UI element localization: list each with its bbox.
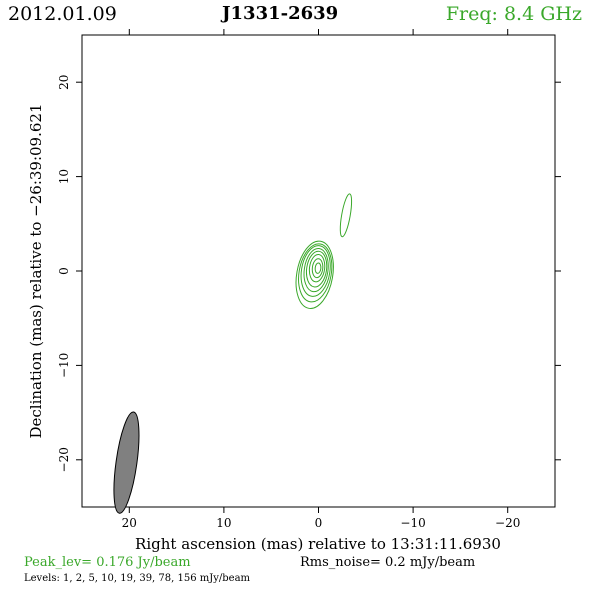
contour-level-5 (300, 245, 331, 297)
contour-group (295, 193, 353, 309)
x-tick-label: 0 (315, 516, 323, 530)
x-tick-label: 20 (122, 516, 137, 530)
contour-level-2 (298, 243, 333, 303)
rms-noise: Rms_noise= 0.2 mJy/beam (300, 555, 476, 570)
y-tick-label: −20 (57, 447, 71, 472)
contour-level-10 (303, 247, 329, 293)
contour-levels: Levels: 1, 2, 5, 10, 19, 39, 78, 156 mJy… (24, 573, 251, 584)
contour-level-19 (305, 250, 328, 288)
contour-level-78 (311, 258, 324, 279)
source-name: J1331-2639 (222, 3, 339, 24)
observation-date: 2012.01.09 (8, 3, 117, 25)
peak-level: Peak_lev= 0.176 Jy/beam (24, 555, 191, 570)
beam-ellipse (113, 411, 140, 514)
contour-level-156 (314, 262, 322, 274)
axis-ticks (76, 29, 561, 513)
y-tick-label: 20 (57, 75, 71, 90)
contour-level-1 (295, 240, 334, 309)
contour-level-39 (308, 254, 326, 283)
beam-group (113, 411, 140, 514)
y-axis-label: Declination (mas) relative to −26:39:09.… (27, 103, 45, 438)
plot-frame (81, 34, 556, 508)
frequency-label: Freq: 8.4 GHz (445, 3, 582, 25)
x-tick-label: −20 (495, 516, 520, 530)
x-tick-label: 10 (216, 516, 231, 530)
x-axis-label: Right ascension (mas) relative to 13:31:… (135, 535, 501, 553)
x-tick-label: −10 (400, 516, 425, 530)
y-tick-label: 10 (57, 169, 71, 184)
tick-labels: 20 10 0 −10 −20 20 10 0 −10 −20 (57, 75, 520, 530)
y-tick-label: 0 (57, 267, 71, 275)
contour-level-1 (339, 193, 353, 238)
y-tick-label: −10 (57, 353, 71, 378)
